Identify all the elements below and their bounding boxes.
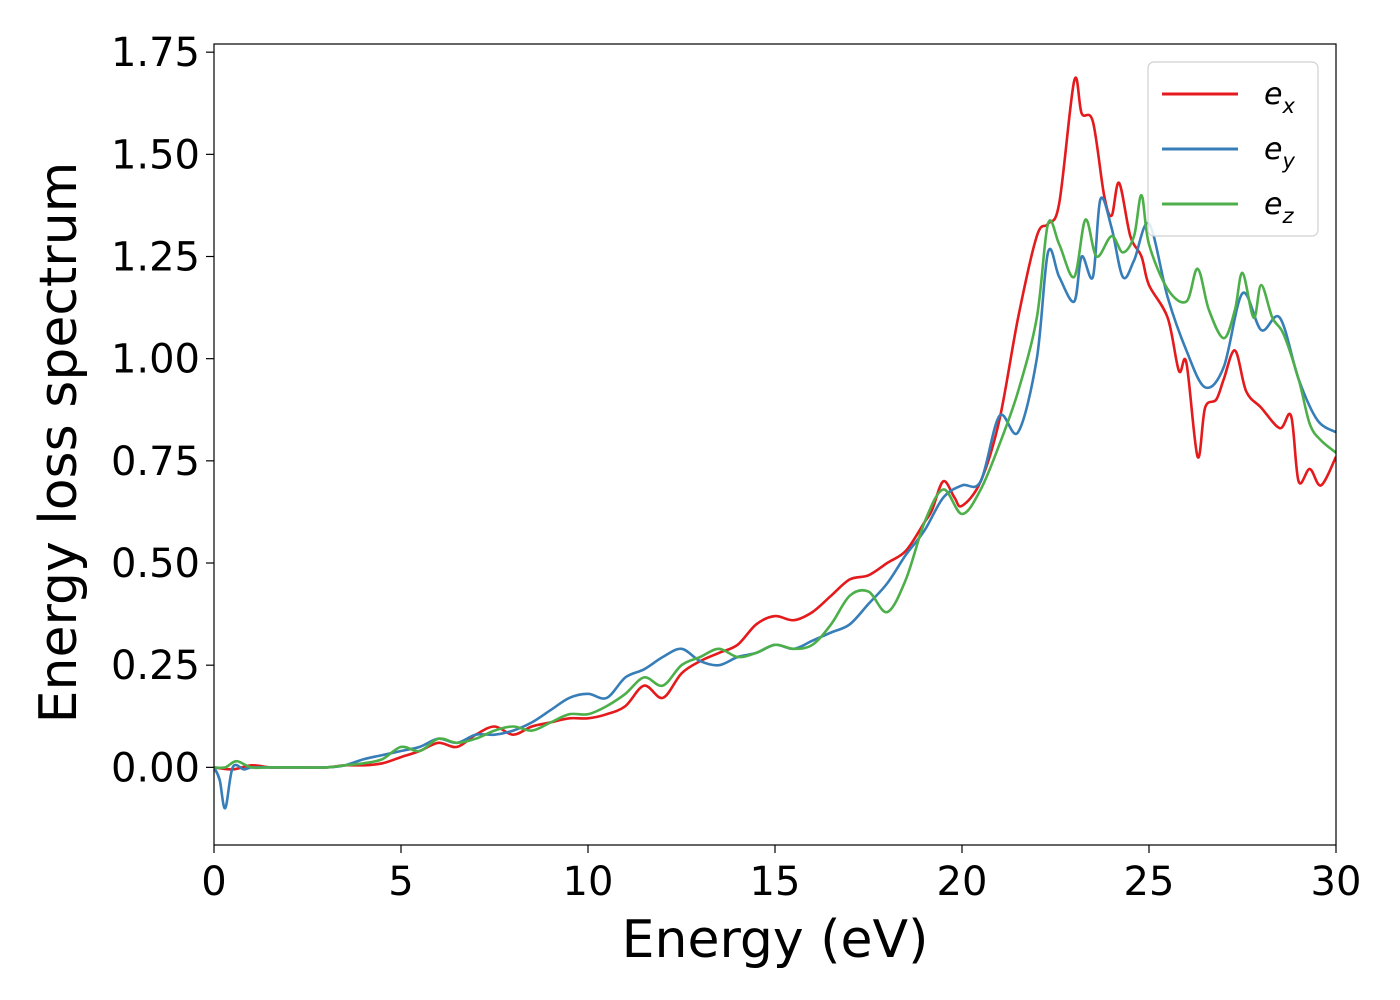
ticks-layer: 0 5 10 15 20 25 30 0.00 0.25 0.50 0.75 1.00 1.25 1.50… <box>111 30 1362 905</box>
series-line-ey <box>214 196 1336 810</box>
x-tick-label: 10 <box>563 859 614 905</box>
y-tick-label: 0.00 <box>111 745 200 791</box>
x-tick-label: 0 <box>201 859 226 905</box>
y-tick-label: 0.75 <box>111 439 200 485</box>
legend-label-ey: ey <box>1264 132 1295 173</box>
y-axis-title: Energy loss spectrum <box>29 162 89 724</box>
y-tick-label: 0.50 <box>111 541 200 587</box>
legend: ex ey ez <box>1147 61 1319 237</box>
y-tick-label: 1.25 <box>111 235 200 281</box>
legend-label-ex: ex <box>1264 77 1295 118</box>
x-tick-label: 20 <box>937 859 988 905</box>
y-tick-label: 1.50 <box>111 132 200 178</box>
y-tick-label: 1.75 <box>111 30 200 76</box>
legend-label-ez: ez <box>1264 187 1294 228</box>
y-tick-label: 1.00 <box>111 337 200 383</box>
x-tick-label: 15 <box>750 859 801 905</box>
series-layer <box>214 76 1336 810</box>
x-tick-label: 5 <box>388 859 413 905</box>
x-axis-title: Energy (eV) <box>622 910 929 970</box>
x-tick-label: 30 <box>1311 859 1362 905</box>
y-tick-label: 0.25 <box>111 643 200 689</box>
series-line-ez <box>214 193 1336 770</box>
x-tick-label: 25 <box>1124 859 1175 905</box>
